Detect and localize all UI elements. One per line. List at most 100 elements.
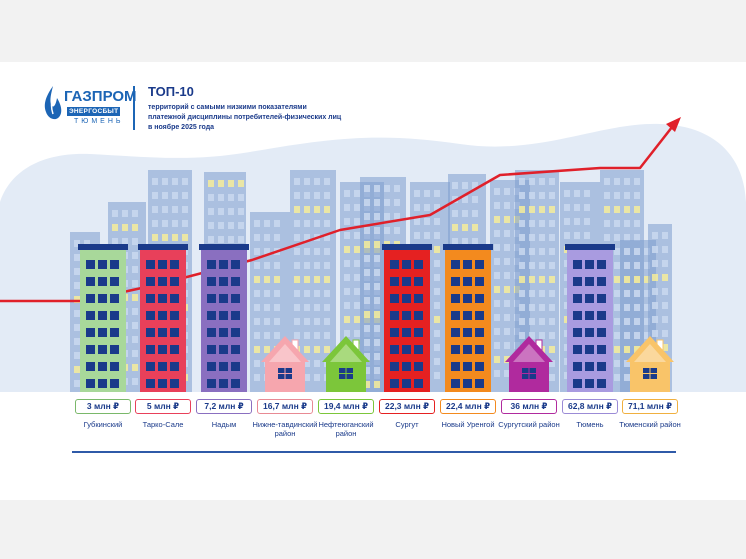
background-window	[529, 178, 535, 185]
building-window	[98, 260, 107, 269]
background-window	[374, 213, 380, 220]
background-window	[208, 194, 214, 201]
background-window	[384, 185, 390, 192]
background-window	[424, 232, 430, 239]
background-window	[304, 192, 310, 199]
background-window	[218, 222, 224, 229]
background-window	[539, 206, 545, 213]
background-window	[634, 206, 640, 213]
building-window	[451, 379, 460, 388]
background-window	[504, 356, 510, 363]
background-window	[74, 352, 80, 359]
subtitle-line: территорий с самыми низкими показателями	[148, 104, 307, 111]
gazprom-logo: ГАЗПРОМ ЭНЕРГОСБЫТ ТЮМЕНЬ	[40, 84, 137, 134]
background-window	[504, 244, 510, 251]
building-window	[207, 294, 216, 303]
background-window	[614, 248, 620, 255]
background-window	[574, 190, 580, 197]
background-window	[624, 346, 630, 353]
background-window	[274, 318, 280, 325]
building-window	[98, 379, 107, 388]
background-window	[122, 210, 128, 217]
background-window	[122, 224, 128, 231]
building-window	[475, 277, 484, 286]
background-window	[494, 272, 500, 279]
house-roof	[261, 336, 309, 362]
background-window	[152, 234, 158, 241]
background-window	[634, 248, 640, 255]
background-window	[564, 232, 570, 239]
background-window	[662, 232, 668, 239]
building-window	[573, 311, 582, 320]
background-window	[624, 234, 630, 241]
value-badge: 22,3 млн ₽	[379, 399, 435, 414]
background-window	[254, 374, 260, 381]
background-window	[462, 224, 468, 231]
background-window	[504, 314, 510, 321]
building-window	[475, 362, 484, 371]
background-window	[494, 216, 500, 223]
background-window	[294, 178, 300, 185]
building-window	[158, 260, 167, 269]
background-window	[374, 255, 380, 262]
background-window	[434, 218, 440, 225]
background-window	[364, 269, 370, 276]
background-window	[494, 314, 500, 321]
background-window	[414, 232, 420, 239]
background-window	[549, 248, 555, 255]
background-window	[314, 220, 320, 227]
building-window	[86, 379, 95, 388]
background-window	[634, 220, 640, 227]
background-window	[354, 330, 360, 337]
background-window	[374, 199, 380, 206]
background-window	[182, 206, 188, 213]
building-window	[585, 311, 594, 320]
building-window	[463, 328, 472, 337]
building-window	[573, 277, 582, 286]
background-window	[264, 248, 270, 255]
building-window	[170, 328, 179, 337]
background-window	[574, 204, 580, 211]
flame-icon	[44, 86, 62, 120]
background-window	[314, 262, 320, 269]
background-window	[519, 192, 525, 199]
building-window	[414, 311, 423, 320]
background-window	[162, 220, 168, 227]
background-window	[132, 336, 138, 343]
background-window	[74, 366, 80, 373]
background-window	[324, 290, 330, 297]
background-window	[624, 374, 630, 381]
house-roof-inner	[513, 344, 545, 362]
background-window	[208, 208, 214, 215]
background-window	[504, 188, 510, 195]
background-window	[238, 222, 244, 229]
building-window	[402, 311, 411, 320]
background-window	[314, 318, 320, 325]
background-window	[374, 297, 380, 304]
background-window	[549, 374, 555, 381]
background-window	[519, 290, 525, 297]
background-window	[549, 346, 555, 353]
background-window	[364, 241, 370, 248]
background-window	[364, 227, 370, 234]
background-window	[494, 258, 500, 265]
background-window	[504, 300, 510, 307]
background-window	[354, 246, 360, 253]
value-badge: 7,2 млн ₽	[196, 399, 252, 414]
building-roof	[565, 244, 615, 250]
background-window	[132, 224, 138, 231]
background-window	[364, 297, 370, 304]
background-window	[494, 286, 500, 293]
background-window	[504, 286, 510, 293]
background-window	[294, 262, 300, 269]
background-window	[374, 227, 380, 234]
building-window	[451, 260, 460, 269]
building-window	[414, 260, 423, 269]
building-roof	[78, 244, 128, 250]
background-window	[434, 232, 440, 239]
background-window	[304, 276, 310, 283]
background-window	[74, 268, 80, 275]
building-window	[414, 379, 423, 388]
background-window	[254, 318, 260, 325]
background-window	[519, 206, 525, 213]
